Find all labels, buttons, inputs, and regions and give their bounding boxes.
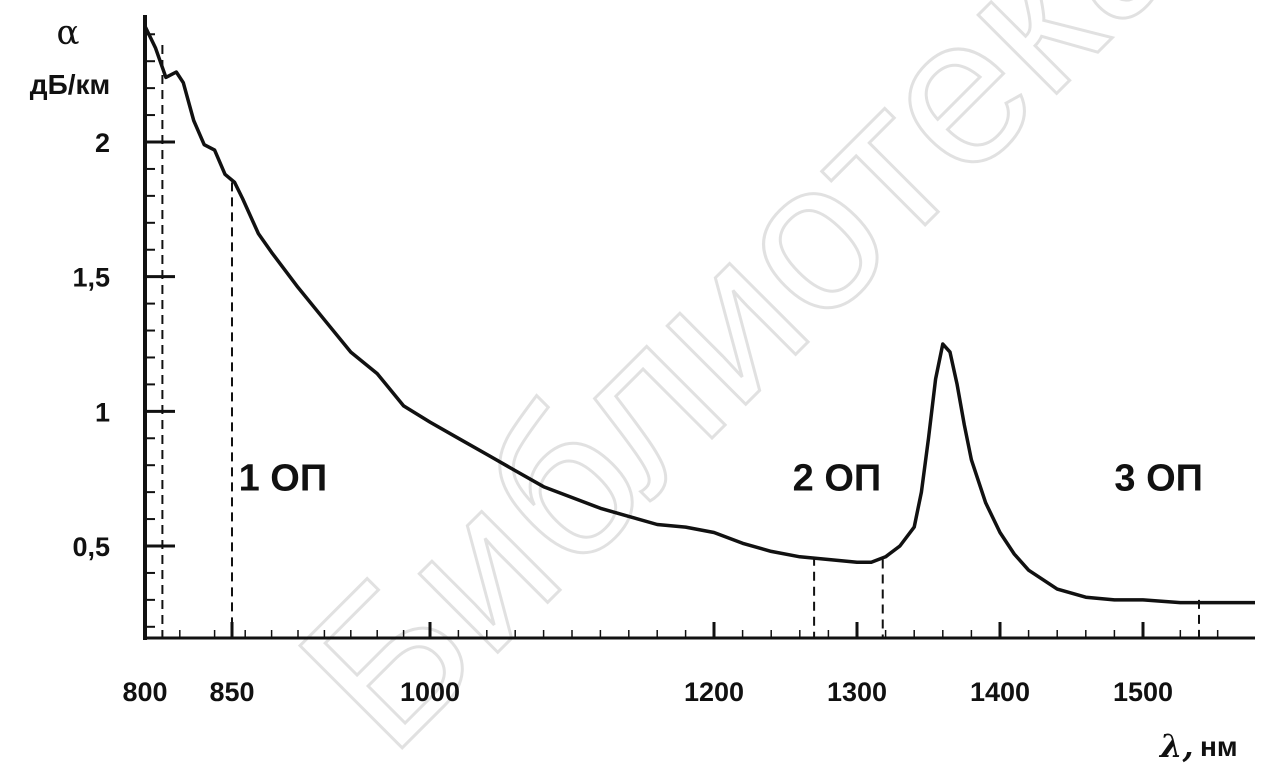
- watermark: Библиотека БГУИР: [254, 0, 1271, 775]
- window-label: 3 ОП: [1114, 458, 1203, 500]
- x-tick-label: 1000: [400, 677, 460, 707]
- window-label: 1 ОП: [239, 458, 328, 500]
- vertical-markers: [161, 45, 1200, 638]
- y-axis-symbol: α: [57, 13, 80, 53]
- x-tick-label: 1200: [684, 677, 744, 707]
- window-label: 2 ОП: [793, 458, 882, 500]
- y-tick-label: 1: [95, 397, 110, 427]
- x-tick-label: 1500: [1113, 677, 1173, 707]
- window-annotations: 1 ОП 2 ОП 3 ОП: [239, 458, 1203, 500]
- x-tick-label: 800: [122, 677, 167, 707]
- y-axis-unit: дБ/км: [30, 69, 110, 100]
- x-tick-label: 1400: [970, 677, 1030, 707]
- x-ticks: 800 850 1000 1200 1300 1400 1500: [122, 622, 1173, 707]
- series-group: [143, 25, 1255, 605]
- x-axis-unit: нм: [1200, 731, 1238, 762]
- y-ticks: 0,5 1 1,5 2: [72, 128, 175, 562]
- y-tick-label: 0,5: [72, 532, 110, 562]
- x-axis-symbol: λ,: [1158, 727, 1194, 765]
- attenuation-curve: [143, 25, 1255, 605]
- x-tick-label: 850: [209, 677, 254, 707]
- y-tick-label: 1,5: [72, 263, 110, 293]
- watermark-text: Библиотека БГУИР: [256, 0, 1271, 775]
- y-tick-label: 2: [95, 128, 110, 158]
- x-tick-label: 1300: [827, 677, 887, 707]
